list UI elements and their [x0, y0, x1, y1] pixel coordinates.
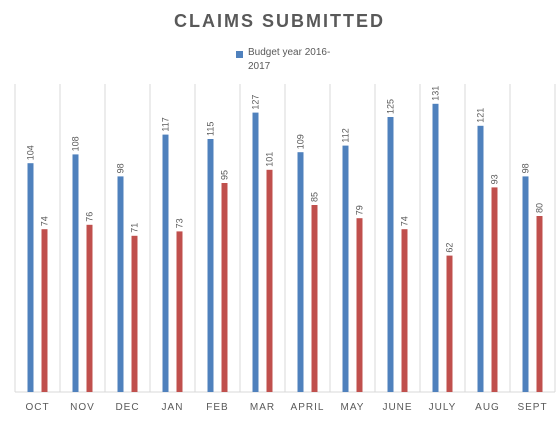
data-label-series-1-sept: 98: [521, 163, 531, 173]
bar-series-2-april: [311, 205, 318, 392]
legend-label-series-1: Budget year 2016- 2017: [248, 46, 358, 74]
data-label-series-2-mar: 101: [265, 152, 275, 167]
x-tick-label-april: APRIL: [291, 402, 325, 413]
data-label-series-2-nov: 76: [85, 212, 95, 222]
bar-series-1-dec: [117, 176, 124, 392]
data-label-series-1-oct: 104: [26, 145, 36, 160]
bar-series-2-jan: [176, 231, 183, 392]
x-tick-label-jan: JAN: [162, 402, 184, 413]
bar-series-1-jan: [162, 134, 169, 392]
bar-series-1-aug: [477, 125, 484, 393]
data-label-series-2-jan: 73: [175, 218, 185, 228]
data-label-series-1-mar: 127: [251, 95, 261, 110]
bar-series-1-april: [297, 152, 304, 392]
bar-series-2-june: [401, 229, 408, 392]
bar-series-1-july: [432, 103, 439, 393]
chart-title: CLAIMS SUBMITTED: [174, 11, 385, 31]
bar-series-2-july: [446, 255, 453, 392]
data-label-series-2-may: 79: [355, 205, 365, 215]
data-label-series-1-feb: 115: [206, 122, 216, 136]
bar-series-2-mar: [266, 169, 273, 392]
x-tick-label-june: JUNE: [382, 402, 412, 413]
data-label-series-2-sept: 80: [535, 203, 545, 213]
bar-series-2-nov: [86, 224, 93, 392]
data-label-series-2-dec: 71: [130, 223, 140, 233]
bar-series-2-sept: [536, 216, 543, 392]
x-tick-label-dec: DEC: [115, 402, 139, 413]
x-tick-label-oct: OCT: [25, 402, 49, 413]
x-tick-label-nov: NOV: [70, 402, 95, 413]
data-label-series-2-april: 85: [310, 192, 320, 202]
x-tick-label-mar: MAR: [250, 402, 275, 413]
legend-label-line-1: Budget year 2016-: [248, 47, 331, 58]
bar-series-1-june: [387, 117, 394, 392]
data-label-series-2-july: 62: [445, 243, 455, 253]
bar-series-1-may: [342, 145, 349, 392]
bar-series-2-may: [356, 218, 363, 392]
bar-series-2-dec: [131, 235, 138, 392]
bar-series-2-oct: [41, 229, 48, 392]
data-label-series-1-may: 112: [341, 128, 351, 142]
bar-series-2-feb: [221, 183, 228, 392]
x-tick-label-aug: AUG: [475, 402, 500, 413]
bar-series-1-feb: [207, 139, 214, 392]
data-label-series-2-june: 74: [400, 216, 410, 226]
legend-swatch-series-1: [236, 51, 243, 58]
data-label-series-1-dec: 98: [116, 163, 126, 173]
data-label-series-1-aug: 121: [476, 108, 486, 123]
x-tick-label-may: MAY: [341, 402, 365, 413]
x-tick-label-july: JULY: [429, 402, 457, 413]
bar-series-1-sept: [522, 176, 529, 392]
data-label-series-1-june: 125: [386, 99, 396, 114]
data-label-series-2-feb: 95: [220, 170, 230, 180]
bar-series-1-oct: [27, 163, 34, 392]
data-label-series-1-nov: 108: [71, 136, 81, 151]
data-label-series-1-july: 131: [431, 86, 441, 101]
data-label-series-1-jan: 117: [161, 117, 171, 131]
bar-series-1-nov: [72, 154, 79, 392]
legend-label-line-2: 2017: [248, 61, 271, 72]
data-label-series-2-oct: 74: [40, 216, 50, 226]
bar-series-2-aug: [491, 187, 498, 392]
data-label-series-2-aug: 93: [490, 174, 500, 184]
data-label-series-1-april: 109: [296, 134, 306, 149]
bar-series-1-mar: [252, 112, 259, 392]
x-tick-label-sept: SEPT: [517, 402, 547, 413]
x-tick-label-feb: FEB: [206, 402, 228, 413]
